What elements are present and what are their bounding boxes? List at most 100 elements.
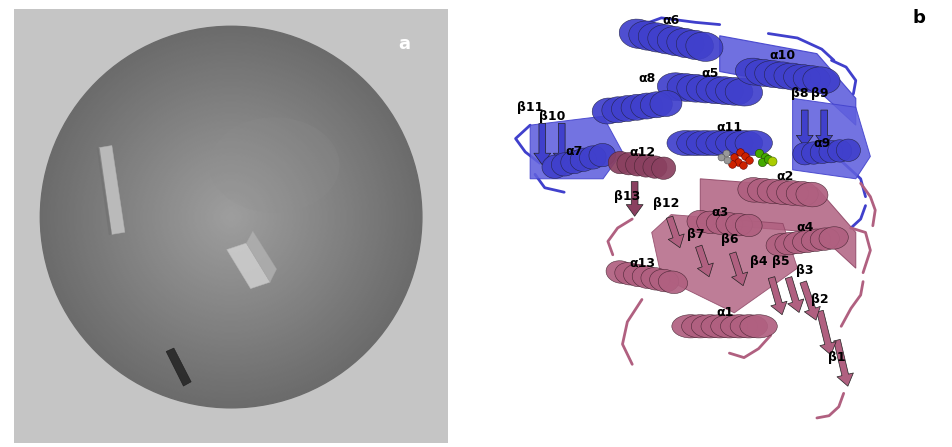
Text: β2: β2 [810, 293, 827, 306]
Circle shape [121, 107, 341, 327]
Ellipse shape [765, 234, 795, 256]
Ellipse shape [783, 64, 820, 91]
Circle shape [152, 139, 309, 296]
Ellipse shape [643, 156, 666, 178]
Ellipse shape [705, 212, 732, 234]
Circle shape [216, 203, 246, 232]
Ellipse shape [690, 315, 728, 338]
Text: β13: β13 [614, 190, 640, 203]
Ellipse shape [676, 131, 713, 156]
Polygon shape [700, 179, 855, 268]
Ellipse shape [792, 143, 816, 165]
Circle shape [69, 55, 393, 379]
Ellipse shape [744, 59, 782, 86]
Ellipse shape [647, 25, 684, 54]
Ellipse shape [658, 271, 686, 294]
Circle shape [209, 196, 252, 239]
Circle shape [92, 79, 369, 355]
Ellipse shape [623, 264, 652, 287]
Circle shape [188, 174, 274, 260]
Circle shape [143, 129, 319, 305]
Ellipse shape [542, 155, 568, 178]
Ellipse shape [725, 214, 752, 236]
Circle shape [71, 57, 390, 377]
Circle shape [133, 119, 328, 315]
Circle shape [43, 29, 419, 405]
Circle shape [140, 127, 322, 308]
Ellipse shape [649, 269, 678, 292]
Ellipse shape [705, 131, 743, 156]
Circle shape [221, 207, 241, 227]
Circle shape [107, 93, 355, 341]
Ellipse shape [801, 142, 824, 164]
Polygon shape [99, 146, 125, 234]
Ellipse shape [676, 74, 713, 102]
Ellipse shape [641, 268, 669, 290]
Ellipse shape [757, 179, 788, 204]
Circle shape [124, 110, 338, 325]
Text: α8: α8 [638, 72, 655, 85]
Text: β4: β4 [749, 255, 766, 268]
Ellipse shape [802, 67, 840, 94]
Circle shape [88, 74, 374, 360]
Ellipse shape [715, 131, 752, 156]
Text: α13: α13 [628, 257, 654, 270]
Circle shape [154, 141, 307, 293]
Text: α2: α2 [776, 170, 793, 183]
Circle shape [86, 72, 376, 363]
Ellipse shape [734, 131, 772, 156]
Text: α4: α4 [795, 221, 813, 235]
Circle shape [114, 100, 347, 334]
Circle shape [149, 136, 312, 298]
Ellipse shape [685, 75, 724, 103]
Circle shape [45, 31, 417, 403]
Ellipse shape [607, 152, 631, 174]
Ellipse shape [605, 261, 635, 283]
Ellipse shape [676, 30, 713, 59]
Polygon shape [719, 36, 855, 125]
Ellipse shape [631, 266, 661, 288]
Ellipse shape [685, 131, 724, 156]
Text: α12: α12 [628, 146, 654, 160]
Circle shape [54, 41, 407, 393]
Text: α5: α5 [701, 67, 718, 80]
Ellipse shape [616, 152, 641, 175]
Circle shape [40, 26, 422, 408]
Circle shape [178, 164, 284, 270]
Ellipse shape [809, 228, 839, 250]
Circle shape [211, 198, 250, 236]
Text: α6: α6 [662, 13, 679, 27]
Text: β9: β9 [810, 87, 827, 101]
Circle shape [109, 96, 352, 339]
Circle shape [207, 193, 255, 241]
Circle shape [59, 45, 403, 389]
Ellipse shape [737, 177, 769, 202]
Ellipse shape [724, 131, 762, 156]
Ellipse shape [695, 131, 733, 156]
Circle shape [90, 76, 371, 358]
Text: β1: β1 [826, 351, 844, 364]
Circle shape [173, 160, 288, 274]
Ellipse shape [611, 96, 643, 122]
Ellipse shape [774, 232, 803, 255]
Text: α1: α1 [715, 306, 732, 320]
Text: α9: α9 [812, 136, 829, 150]
Ellipse shape [792, 66, 829, 93]
Circle shape [50, 36, 412, 398]
Circle shape [83, 69, 379, 365]
Circle shape [52, 38, 409, 396]
Text: α3: α3 [710, 206, 727, 219]
Text: α10: α10 [769, 49, 795, 63]
Ellipse shape [209, 117, 339, 213]
Circle shape [67, 52, 395, 382]
Polygon shape [529, 116, 622, 179]
Ellipse shape [801, 229, 830, 252]
Ellipse shape [634, 155, 658, 177]
Ellipse shape [766, 180, 798, 205]
Ellipse shape [773, 63, 810, 90]
Ellipse shape [651, 157, 675, 179]
Text: β10: β10 [538, 110, 565, 123]
Ellipse shape [735, 214, 762, 236]
Circle shape [228, 215, 233, 219]
Circle shape [130, 117, 331, 317]
